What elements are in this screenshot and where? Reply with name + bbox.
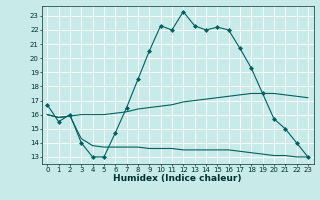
X-axis label: Humidex (Indice chaleur): Humidex (Indice chaleur) xyxy=(113,174,242,183)
